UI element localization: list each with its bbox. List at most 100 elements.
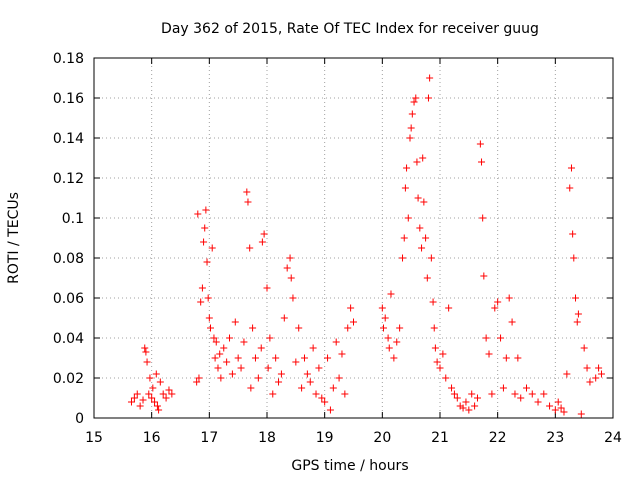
data-point [592, 374, 600, 382]
data-point [378, 304, 386, 312]
data-point [572, 294, 580, 302]
data-point [194, 210, 202, 218]
x-tick-label: 18 [258, 430, 276, 446]
data-point [514, 354, 522, 362]
data-point [404, 214, 412, 222]
data-point [408, 110, 416, 118]
data-point [505, 294, 513, 302]
data-point [141, 344, 149, 352]
data-point [399, 254, 407, 262]
data-point [139, 396, 147, 404]
data-point [324, 354, 332, 362]
data-point [573, 318, 581, 326]
data-point [478, 158, 486, 166]
chart-title: Day 362 of 2015, Rate Of TEC Index for r… [161, 21, 539, 37]
data-point [269, 390, 277, 398]
data-point [280, 314, 288, 322]
data-point [203, 258, 211, 266]
data-point [426, 74, 434, 82]
data-point [551, 406, 559, 414]
data-point [332, 338, 340, 346]
y-tick-label: 0.1 [62, 211, 84, 227]
data-point [436, 364, 444, 372]
data-point [453, 394, 461, 402]
data-point [563, 370, 571, 378]
data-point [264, 364, 272, 372]
data-point [286, 254, 294, 262]
data-point [480, 272, 488, 280]
data-point [326, 406, 334, 414]
data-point [401, 184, 409, 192]
data-point [234, 354, 242, 362]
data-point [206, 324, 214, 332]
data-point [202, 206, 210, 214]
data-point [462, 398, 470, 406]
data-point [210, 334, 218, 342]
data-point [412, 94, 420, 102]
data-point [344, 324, 352, 332]
data-point [201, 224, 209, 232]
data-point [329, 384, 337, 392]
x-tick-label: 19 [316, 430, 334, 446]
data-point [403, 164, 411, 172]
data-point [554, 398, 562, 406]
x-tick-label: 23 [546, 430, 564, 446]
data-point [309, 344, 317, 352]
data-point [410, 98, 418, 106]
data-point [156, 378, 164, 386]
data-point [149, 384, 157, 392]
data-point [146, 374, 154, 382]
plot-frame [93, 57, 614, 419]
data-point [569, 230, 577, 238]
data-point [254, 374, 262, 382]
data-point [468, 390, 476, 398]
data-point [381, 314, 389, 322]
data-point [586, 378, 594, 386]
data-point [303, 370, 311, 378]
data-point [445, 304, 453, 312]
data-point [223, 358, 231, 366]
data-point [200, 238, 208, 246]
data-point [263, 284, 271, 292]
data-point [423, 274, 431, 282]
data-point [298, 384, 306, 392]
data-point [413, 158, 421, 166]
data-point [418, 244, 426, 252]
data-point [534, 398, 542, 406]
data-point [251, 354, 259, 362]
data-point [143, 358, 151, 366]
data-point [595, 364, 603, 372]
data-point [318, 394, 326, 402]
data-point [427, 254, 435, 262]
data-point [400, 234, 408, 242]
data-point [497, 334, 505, 342]
data-point [338, 350, 346, 358]
data-point [258, 238, 266, 246]
x-tick-label: 24 [604, 430, 622, 446]
data-point [442, 374, 450, 382]
data-point [390, 354, 398, 362]
data-point [546, 402, 554, 410]
data-point [216, 350, 224, 358]
data-point [422, 234, 430, 242]
data-point [220, 344, 228, 352]
data-point [471, 402, 479, 410]
data-point [145, 390, 153, 398]
data-point [272, 354, 280, 362]
data-point [406, 134, 414, 142]
data-point [416, 224, 424, 232]
x-tick-label: 20 [373, 430, 391, 446]
data-point [133, 390, 141, 398]
data-point [228, 370, 236, 378]
x-tick-label: 17 [200, 430, 218, 446]
data-point [379, 324, 387, 332]
data-point [275, 378, 283, 386]
data-point [459, 404, 467, 412]
data-point [315, 364, 323, 372]
data-point [448, 384, 456, 392]
data-point [226, 334, 234, 342]
data-point [287, 274, 295, 282]
data-point [127, 398, 135, 406]
data-point [597, 370, 605, 378]
